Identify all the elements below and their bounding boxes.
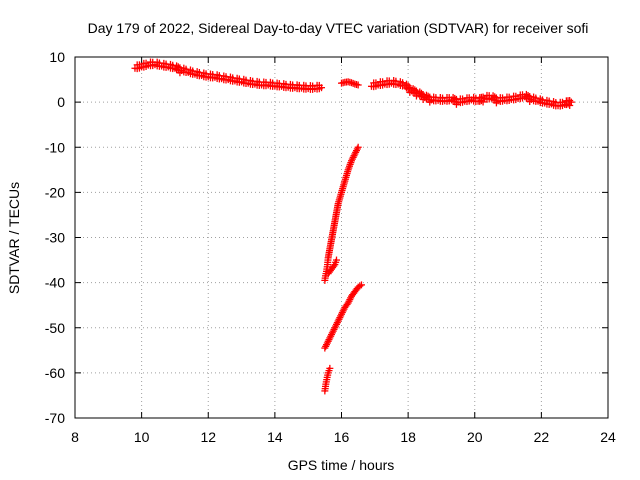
data-points-layer [131, 58, 575, 395]
y-tick-label: -30 [45, 230, 65, 246]
y-tick-label: -50 [45, 320, 65, 336]
data-point-steep-descending-arc [321, 276, 329, 284]
data-point-evening-track [417, 89, 425, 97]
data-point-main-track [174, 63, 182, 71]
y-tick-label: -60 [45, 365, 65, 381]
y-tick-label: -70 [45, 410, 65, 426]
y-tick-label: -20 [45, 184, 65, 200]
plot-frame [74, 56, 609, 419]
data-point-evening-track [424, 92, 432, 100]
data-point-short-arc [354, 81, 362, 89]
y-tick-label: 10 [49, 49, 65, 65]
data-point-evening-track [566, 97, 574, 105]
y-tick-label: 0 [57, 94, 65, 110]
data-point-evening-track [406, 83, 414, 91]
x-tick-label: 14 [267, 429, 283, 445]
tick-layer: 8 10 12 14 16 18 20 22 24 -70 -60 -50 -40 -30 -20 -10 0 1… [45, 49, 616, 445]
y-tick-label: -10 [45, 139, 65, 155]
data-point-evening-track [491, 93, 499, 101]
x-tick-label: 10 [134, 429, 150, 445]
data-point-rising-diagonal [357, 281, 365, 289]
data-point-short-arc [347, 79, 355, 87]
y-tick-label: -40 [45, 275, 65, 291]
data-point-evening-track [479, 93, 487, 101]
data-point-evening-track [419, 91, 427, 99]
x-axis-label: GPS time / hours [288, 457, 395, 473]
x-tick-label: 20 [467, 429, 483, 445]
y-axis-label: SDTVAR / TECUs [6, 182, 22, 294]
x-tick-label: 16 [334, 429, 350, 445]
data-point-evening-track [524, 91, 532, 99]
chart-title: Day 179 of 2022, Sidereal Day-to-day VTE… [88, 20, 589, 36]
data-point-short-arc [349, 79, 357, 87]
data-point-small-hook [333, 256, 341, 264]
data-point-evening-track [411, 86, 419, 94]
x-tick-label: 22 [534, 429, 550, 445]
grid-layer [75, 57, 608, 418]
data-point-low-fragment [326, 364, 334, 372]
x-tick-label: 24 [600, 429, 616, 445]
x-tick-label: 8 [71, 429, 79, 445]
data-point-small-hook [330, 262, 338, 270]
data-point-main-track [318, 84, 326, 92]
x-tick-label: 12 [200, 429, 216, 445]
data-point-evening-track [567, 98, 575, 106]
x-tick-label: 18 [400, 429, 416, 445]
data-point-evening-track [404, 82, 412, 90]
data-point-rising-diagonal [356, 282, 364, 290]
